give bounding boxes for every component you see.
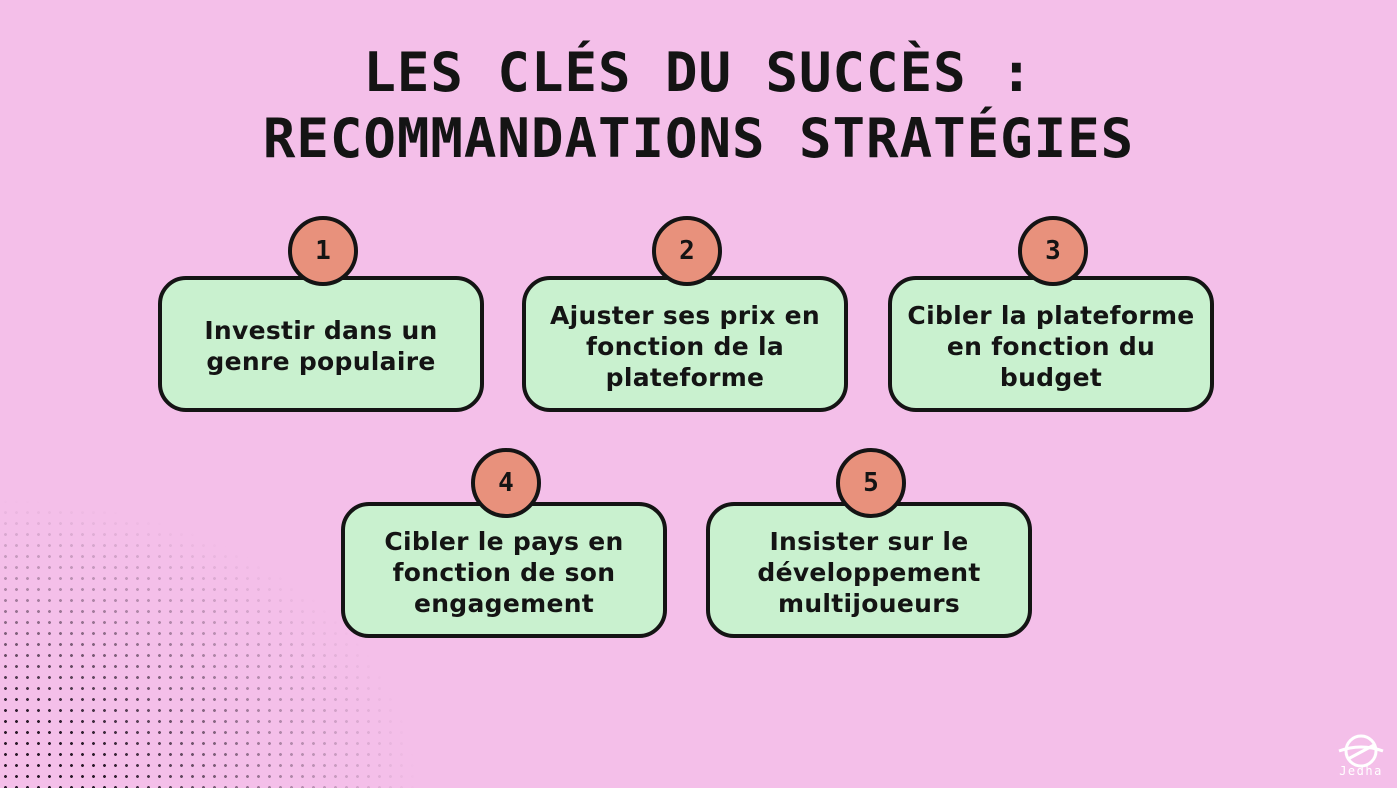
step-number-badge-1: 1	[288, 216, 358, 286]
step-card-5: Insister sur le développement multijoueu…	[706, 502, 1032, 638]
jedha-logo-icon	[1338, 734, 1384, 768]
brand-name: Jedha	[1339, 764, 1383, 778]
step-number-badge-4: 4	[471, 448, 541, 518]
step-text: Ajuster ses prix en fonction de la plate…	[549, 300, 821, 392]
step-card-3: Cibler la plateforme en fonction du budg…	[888, 276, 1214, 412]
step-text: Cibler la plateforme en fonction du budg…	[907, 300, 1195, 392]
step-number-badge-5: 5	[836, 448, 906, 518]
step-number-badge-3: 3	[1018, 216, 1088, 286]
title-line-2: RECOMMANDATIONS STRATÉGIES	[262, 107, 1135, 170]
step-card-2: Ajuster ses prix en fonction de la plate…	[522, 276, 848, 412]
step-card-4: Cibler le pays en fonction de son engage…	[341, 502, 667, 638]
step-text: Investir dans un genre populaire	[204, 316, 438, 376]
step-card-1: Investir dans un genre populaire	[158, 276, 484, 412]
step-text: Insister sur le développement multijoueu…	[757, 526, 981, 618]
title-line-1: LES CLÉS DU SUCCÈS :	[363, 41, 1034, 104]
step-text: Cibler le pays en fonction de son engage…	[384, 526, 624, 618]
step-number-badge-2: 2	[652, 216, 722, 286]
slide-title: LES CLÉS DU SUCCÈS : RECOMMANDATIONS STR…	[0, 40, 1397, 172]
